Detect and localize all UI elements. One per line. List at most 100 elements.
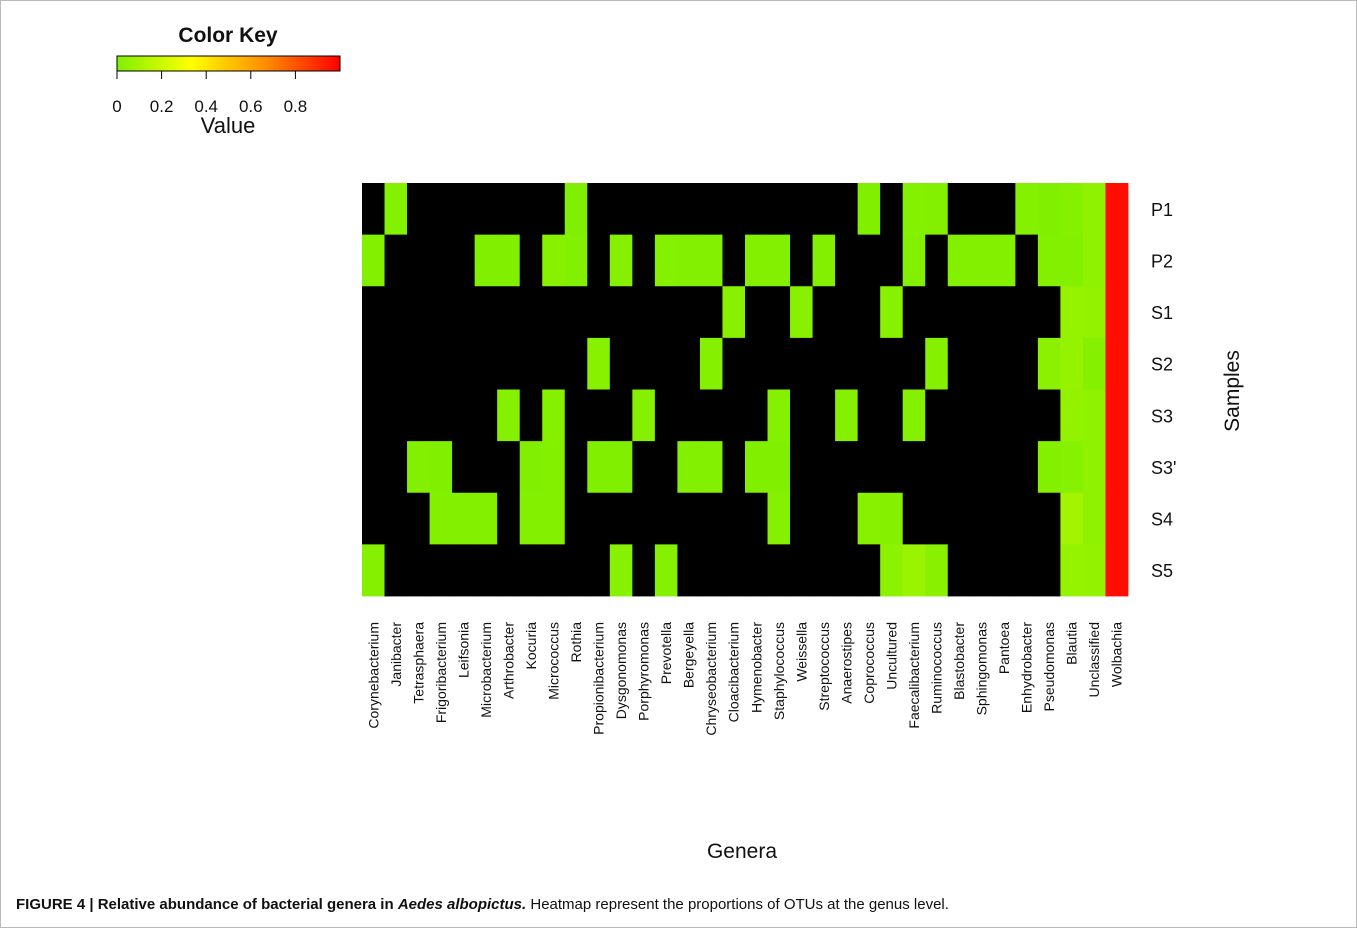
- heatmap-cell: [1060, 441, 1084, 494]
- column-label: Janibacter: [388, 622, 404, 687]
- heatmap-cell: [992, 234, 1016, 287]
- column-label: Rothia: [568, 622, 584, 663]
- heatmap-cell: [1015, 492, 1039, 545]
- heatmap-cell: [609, 337, 633, 390]
- column-label: Wolbachia: [1109, 622, 1125, 687]
- column-label: Bergeyella: [681, 622, 697, 688]
- heatmap-cell: [1082, 441, 1106, 494]
- column-label: Weissella: [793, 622, 809, 682]
- heatmap-cell: [902, 389, 926, 442]
- heatmap-cell: [767, 337, 791, 390]
- color-key-tick-label: 0.6: [239, 97, 263, 116]
- heatmap-cell: [970, 389, 994, 442]
- heatmap-cell: [767, 183, 791, 236]
- column-label: Micrococcus: [546, 622, 562, 700]
- heatmap-cell: [452, 389, 476, 442]
- heatmap-cell: [542, 286, 566, 339]
- heatmap-cell: [632, 234, 656, 287]
- column-label: Arthrobacter: [500, 622, 516, 699]
- heatmap-cell: [902, 441, 926, 494]
- heatmap-cell: [519, 234, 543, 287]
- heatmap-cell: [722, 337, 746, 390]
- heatmap-cell: [1105, 544, 1129, 597]
- heatmap-cell: [609, 544, 633, 597]
- heatmap-cell: [722, 286, 746, 339]
- heatmap-cell: [722, 544, 746, 597]
- heatmap-cell: [587, 441, 611, 494]
- heatmap-cell: [790, 492, 813, 545]
- heatmap-cell: [790, 389, 813, 442]
- color-key-tick-label: 0.4: [194, 97, 218, 116]
- heatmap-cell: [587, 183, 611, 236]
- heatmap-cell: [632, 441, 656, 494]
- heatmap-cell: [880, 544, 904, 597]
- heatmap-cell: [925, 492, 949, 545]
- heatmap-cell: [767, 492, 791, 545]
- heatmap-cell: [362, 441, 385, 494]
- row-label: S1: [1151, 303, 1173, 323]
- heatmap-cell: [992, 337, 1016, 390]
- heatmap-cell: [407, 337, 430, 390]
- heatmap-cell: [699, 337, 723, 390]
- heatmap-cell: [587, 389, 611, 442]
- figure-caption: FIGURE 4 | Relative abundance of bacteri…: [16, 896, 949, 913]
- heatmap-cell: [745, 492, 768, 545]
- color-key-tick-label: 0.8: [284, 97, 308, 116]
- column-label: Hymenobacter: [748, 622, 764, 713]
- heatmap-cell: [677, 492, 701, 545]
- x-axis-label: Genera: [707, 840, 777, 863]
- heatmap-cell: [699, 389, 723, 442]
- row-label: S2: [1151, 355, 1173, 375]
- heatmap-cell: [835, 492, 859, 545]
- heatmap-cell: [497, 183, 521, 236]
- heatmap-cell: [474, 234, 498, 287]
- heatmap-cell: [699, 492, 723, 545]
- heatmap-cell: [947, 337, 971, 390]
- heatmap-cell: [767, 389, 791, 442]
- heatmap-cell: [1082, 286, 1106, 339]
- heatmap-cell: [542, 544, 566, 597]
- heatmap-cell: [497, 544, 521, 597]
- heatmap-cell: [677, 183, 701, 236]
- heatmap-cell: [745, 234, 768, 287]
- heatmap-cell: [790, 441, 813, 494]
- color-key-tick-label: 0: [112, 97, 121, 116]
- heatmap-cell: [857, 389, 881, 442]
- row-label: S3': [1151, 458, 1176, 478]
- heatmap-cell: [452, 492, 476, 545]
- heatmap-cell: [880, 389, 904, 442]
- heatmap-cell: [1037, 337, 1061, 390]
- heatmap-cell: [474, 441, 498, 494]
- heatmap-cell: [542, 441, 566, 494]
- heatmap-cell: [745, 337, 768, 390]
- heatmap-cell: [384, 286, 408, 339]
- heatmap-cell: [812, 234, 836, 287]
- heatmap-cell: [384, 234, 408, 287]
- heatmap-cell: [880, 183, 904, 236]
- heatmap-cell: [812, 492, 836, 545]
- heatmap-cell: [609, 492, 633, 545]
- heatmap-cell: [992, 286, 1016, 339]
- heatmap-cell: [497, 286, 521, 339]
- heatmap-cell: [407, 234, 430, 287]
- heatmap-cell: [362, 492, 385, 545]
- heatmap-cell: [947, 389, 971, 442]
- heatmap-cell: [1105, 337, 1129, 390]
- heatmap-cell: [1105, 492, 1129, 545]
- heatmap-cell: [1037, 286, 1061, 339]
- column-labels: Corynebacterium Janibacter Tetrasphaera Fri…: [365, 622, 1124, 736]
- heatmap-cell: [542, 234, 566, 287]
- heatmap-cell: [564, 441, 588, 494]
- heatmap-cell: [1105, 389, 1129, 442]
- heatmap-cell: [1082, 492, 1106, 545]
- heatmap-cell: [699, 234, 723, 287]
- heatmap-cells: [362, 183, 1129, 597]
- heatmap-cell: [1060, 492, 1084, 545]
- heatmap-cell: [384, 492, 408, 545]
- column-label: Coprococcus: [861, 622, 877, 704]
- heatmap-cell: [902, 183, 926, 236]
- heatmap-cell: [654, 441, 678, 494]
- y-axis-label: Samples: [1221, 350, 1244, 432]
- heatmap-cell: [947, 441, 971, 494]
- heatmap-cell: [677, 544, 701, 597]
